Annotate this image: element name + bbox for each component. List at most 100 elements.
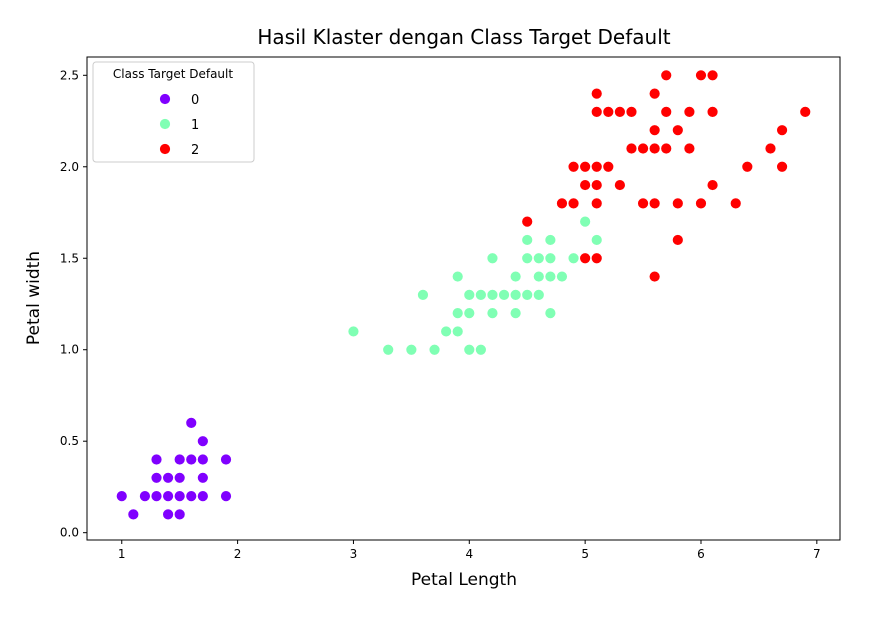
data-point-class-2 — [648, 142, 661, 155]
data-point-class-1 — [521, 252, 534, 265]
data-point-class-0 — [196, 453, 209, 466]
data-point-class-1 — [498, 288, 510, 301]
data-point-class-2 — [671, 124, 684, 137]
data-point-class-2 — [741, 160, 754, 173]
data-point-class-0 — [150, 453, 163, 466]
data-point-class-1 — [474, 288, 487, 301]
data-point-class-1 — [544, 307, 557, 320]
x-tick-label: 7 — [813, 547, 821, 561]
data-point-class-2 — [579, 160, 592, 173]
data-point-class-2 — [764, 142, 777, 155]
data-point-class-2 — [590, 105, 603, 118]
y-tick-label: 1.0 — [60, 343, 79, 357]
data-point-class-2 — [660, 142, 673, 155]
legend-title: Class Target Default — [113, 67, 233, 81]
data-point-class-1 — [521, 234, 534, 246]
data-point-class-2 — [590, 252, 603, 265]
legend-marker-2 — [159, 143, 171, 155]
y-tick-label: 2.5 — [60, 68, 79, 82]
data-point-class-0 — [185, 453, 198, 466]
legend-label-2: 2 — [191, 143, 199, 158]
data-point-class-2 — [556, 197, 568, 210]
data-point-class-2 — [648, 124, 661, 137]
data-point-class-0 — [173, 471, 186, 484]
data-point-class-0 — [173, 490, 186, 502]
data-point-class-1 — [451, 270, 464, 283]
data-point-class-2 — [567, 197, 580, 210]
legend-marker-0 — [159, 93, 171, 105]
data-point-class-1 — [417, 288, 429, 301]
data-point-class-1 — [451, 307, 464, 320]
x-tick-label: 4 — [465, 547, 473, 561]
data-point-class-0 — [196, 471, 209, 484]
data-point-class-1 — [532, 252, 545, 265]
data-point-class-1 — [463, 343, 476, 356]
x-tick-label: 2 — [234, 547, 242, 561]
data-point-class-2 — [706, 69, 719, 82]
data-point-class-1 — [486, 252, 499, 265]
data-point-class-0 — [162, 508, 174, 521]
data-point-class-2 — [648, 197, 661, 210]
y-tick-label: 1.5 — [60, 251, 79, 265]
data-point-class-2 — [695, 69, 707, 82]
data-point-class-1 — [440, 325, 453, 338]
data-point-class-2 — [683, 142, 696, 155]
data-point-class-1 — [509, 270, 522, 283]
data-point-class-1 — [579, 215, 592, 228]
data-point-class-1 — [521, 288, 534, 301]
data-point-class-1 — [509, 288, 522, 301]
data-point-class-2 — [706, 179, 719, 191]
data-point-class-2 — [799, 105, 812, 118]
data-point-class-2 — [625, 105, 638, 118]
data-point-class-2 — [613, 105, 626, 118]
data-point-class-2 — [683, 105, 696, 118]
data-point-class-1 — [463, 288, 476, 301]
data-point-class-2 — [671, 197, 684, 210]
data-point-class-2 — [648, 87, 661, 100]
data-point-class-1 — [567, 252, 580, 265]
data-point-class-2 — [648, 270, 661, 283]
x-tick-label: 6 — [697, 547, 705, 561]
data-point-class-0 — [196, 435, 209, 448]
data-point-class-0 — [115, 490, 128, 502]
data-point-class-0 — [162, 471, 174, 484]
data-point-class-0 — [185, 490, 198, 502]
data-point-class-1 — [544, 252, 557, 265]
y-axis: 0.0 0.5 1.0 1.5 2.0 2.5 — [60, 68, 87, 540]
data-point-class-1 — [532, 288, 545, 301]
data-point-class-0 — [196, 490, 209, 502]
data-point-class-1 — [544, 234, 557, 246]
data-point-class-2 — [637, 142, 649, 155]
y-tick-label: 0.0 — [60, 526, 79, 540]
data-point-class-1 — [474, 343, 487, 356]
data-point-class-2 — [671, 234, 684, 246]
data-point-class-2 — [660, 69, 673, 82]
data-point-class-2 — [602, 105, 615, 118]
legend: Class Target Default 0 1 2 — [92, 61, 255, 163]
data-point-class-0 — [173, 453, 186, 466]
data-point-class-2 — [579, 179, 592, 191]
data-point-class-0 — [173, 508, 186, 521]
data-point-class-0 — [127, 508, 140, 521]
data-point-class-2 — [602, 160, 615, 173]
data-point-class-2 — [567, 160, 580, 173]
data-point-class-2 — [660, 105, 673, 118]
legend-marker-1 — [159, 118, 171, 130]
data-point-class-1 — [428, 343, 441, 356]
data-points — [115, 69, 812, 521]
data-point-class-2 — [625, 142, 638, 155]
data-point-class-2 — [695, 197, 707, 210]
data-point-class-1 — [556, 270, 568, 283]
legend-box — [92, 61, 255, 163]
data-point-class-0 — [220, 490, 232, 502]
data-point-class-2 — [590, 197, 603, 210]
data-point-class-1 — [509, 307, 522, 320]
data-point-class-2 — [521, 215, 534, 228]
data-point-class-1 — [382, 343, 395, 356]
data-point-class-1 — [590, 234, 603, 246]
data-point-class-2 — [776, 124, 788, 137]
data-point-class-2 — [590, 87, 603, 100]
data-point-class-1 — [532, 270, 545, 283]
y-tick-label: 2.0 — [60, 160, 79, 174]
